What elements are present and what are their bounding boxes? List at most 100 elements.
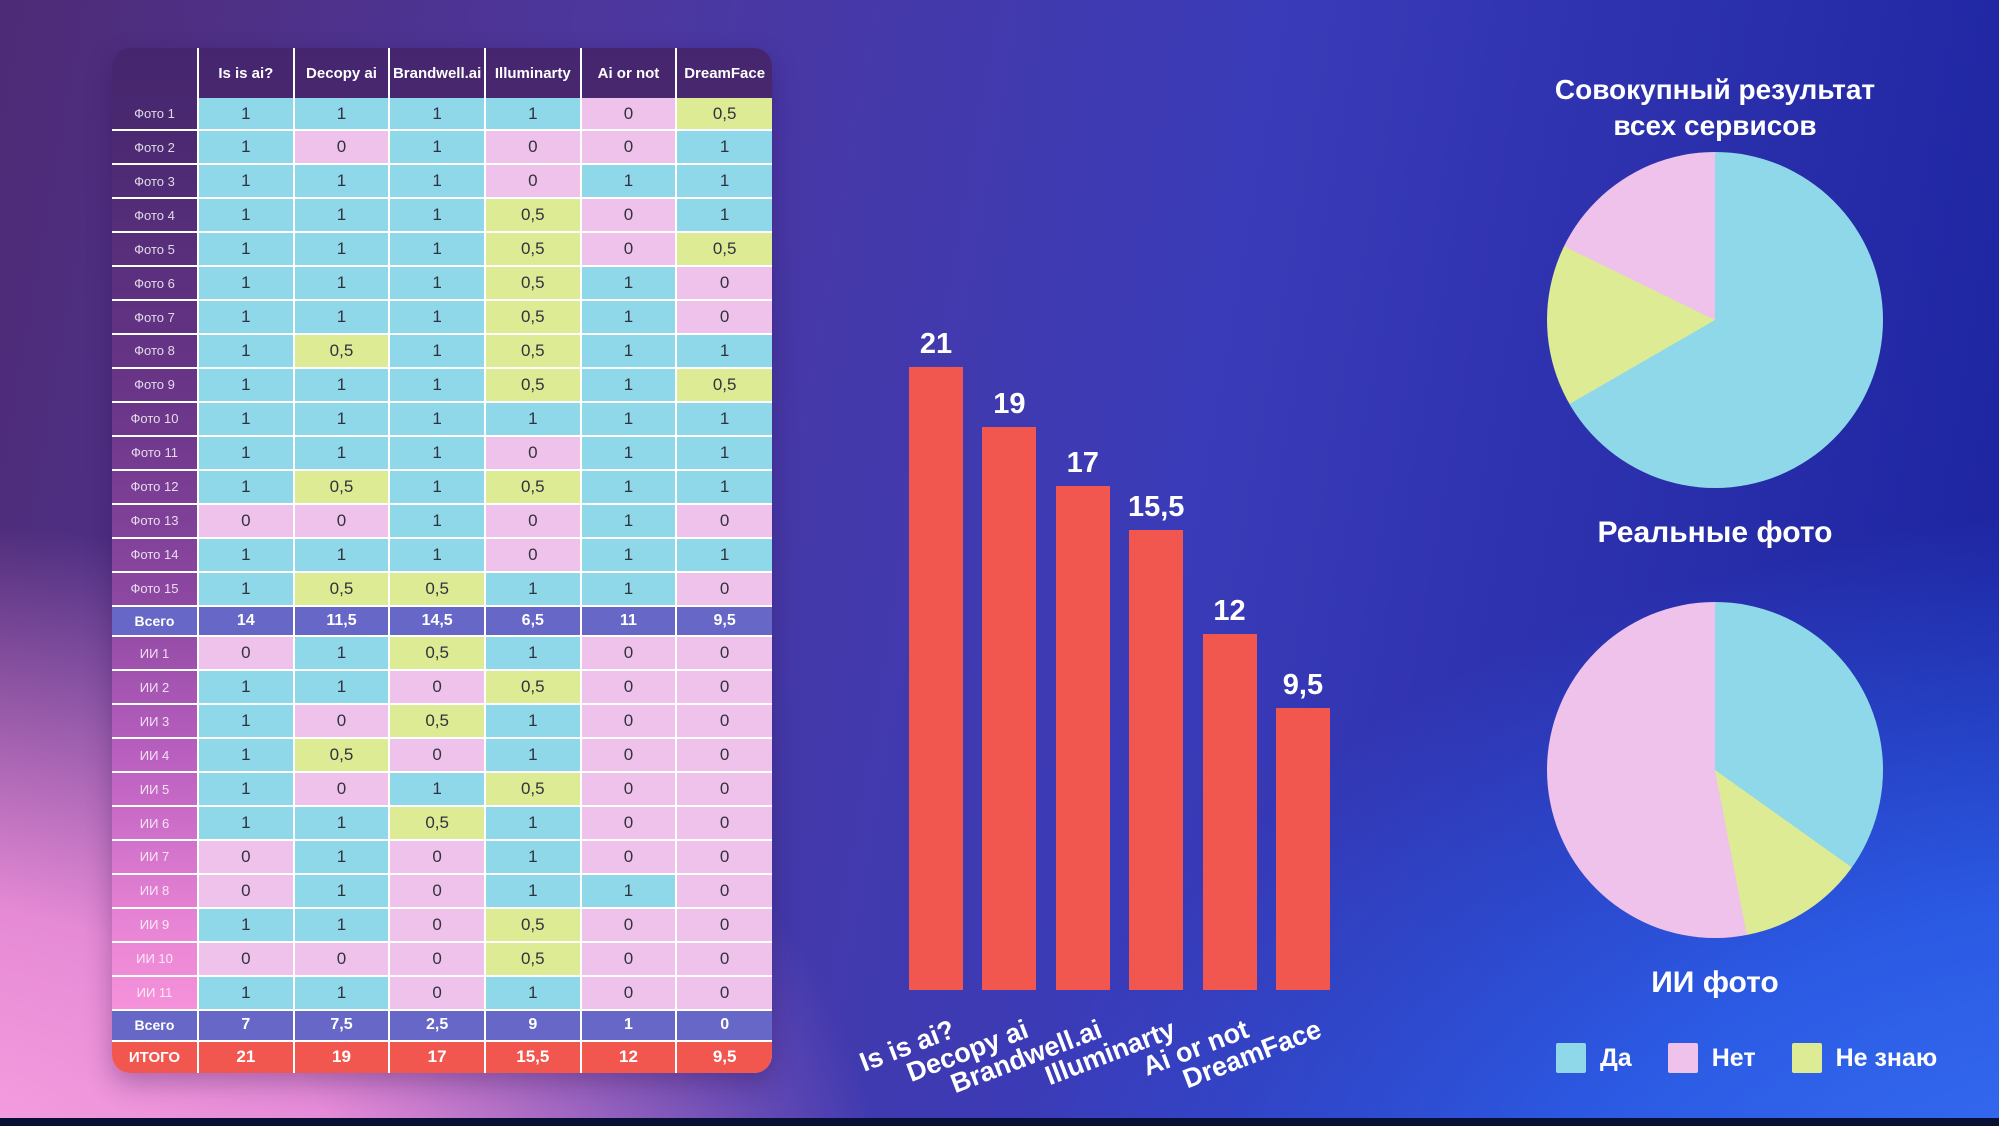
legend-swatch xyxy=(1667,1043,1698,1073)
table-cell: 0 xyxy=(675,703,772,740)
table-cell: 0 xyxy=(675,635,772,672)
table-cell: 1 xyxy=(675,434,772,471)
row-label: ИИ 7 xyxy=(112,838,199,875)
table-row-real-photo: Фото 14 1 1 1 0 1 1 xyxy=(112,536,772,573)
table-cell: 0 xyxy=(579,771,678,808)
table-cell: 0,5 xyxy=(388,805,486,841)
table-cell: 1 xyxy=(483,635,582,672)
table-cell: 0 xyxy=(388,669,486,706)
table-cell: 1 xyxy=(292,974,391,1011)
table-cell: 1 xyxy=(579,163,678,200)
bottom-strip xyxy=(0,1118,1999,1126)
table-cell: 1 xyxy=(197,669,295,706)
bar-chart: 21 Is is ai? 19 Decopy ai 17 Brandwell.ai 15,5… xyxy=(856,310,1330,1099)
table-cell: 0 xyxy=(292,771,391,808)
bar xyxy=(1202,634,1257,990)
table-cell: 17 xyxy=(388,1039,486,1073)
table-cell: 1 xyxy=(197,737,295,774)
table-cell: 0,5 xyxy=(483,265,582,302)
table-cell: 1 xyxy=(579,468,678,505)
table-cell: 1 xyxy=(292,872,391,909)
table-cell: 0 xyxy=(388,940,486,977)
table-cell: 0 xyxy=(579,838,678,875)
bar-group: 12 Ai or not xyxy=(1138,310,1257,1082)
table-cell: 1 xyxy=(292,805,391,841)
table-cell: 1 xyxy=(292,536,391,573)
table-cell: 1 xyxy=(197,231,295,268)
table-cell: 1 xyxy=(197,98,295,132)
row-label: Фото 14 xyxy=(112,536,199,573)
table-row-ai-photo: ИИ 2 1 1 0 0,5 0 0 xyxy=(112,669,772,706)
table-cell: 0 xyxy=(388,872,486,909)
table-row-real-photo: Фото 8 1 0,5 1 0,5 1 1 xyxy=(112,333,772,369)
table-cell: 1 xyxy=(292,906,391,943)
table-cell: 0 xyxy=(579,703,678,740)
table-cell: 0 xyxy=(579,197,678,234)
table-cell: 0,5 xyxy=(675,231,772,268)
table-cell: 0,5 xyxy=(483,906,582,943)
row-label: Всего xyxy=(112,1008,199,1042)
table-cell: 0 xyxy=(675,771,772,808)
row-label: Фото 2 xyxy=(112,129,199,166)
table-cell: 1 xyxy=(197,570,295,607)
table-cell: 0 xyxy=(579,129,678,166)
table-cell: 1 xyxy=(292,635,391,672)
table-cell: 0 xyxy=(675,974,772,1011)
table-row-real-photo: Фото 9 1 1 1 0,5 1 0,5 xyxy=(112,366,772,403)
table-cell: 1 xyxy=(579,366,678,403)
legend: Да Нет Не знаю xyxy=(1556,1043,1937,1073)
table-cell: 1 xyxy=(197,163,295,200)
table-row-ai-photo: ИИ 10 0 0 0 0,5 0 0 xyxy=(112,940,772,977)
bar xyxy=(909,367,963,990)
table-cell: 0 xyxy=(388,906,486,943)
table-cell: 1 xyxy=(292,231,391,268)
table-cell: 1 xyxy=(197,974,295,1011)
table-cell: 1 xyxy=(388,197,486,234)
table-cell: 0 xyxy=(579,805,678,841)
table-cell: 0,5 xyxy=(292,737,391,774)
table-cell: 0 xyxy=(483,502,582,539)
table-cell: 1 xyxy=(483,974,582,1011)
table-cell: 14 xyxy=(197,604,295,638)
table-cell: 0,5 xyxy=(675,98,772,132)
table-cell: 0,5 xyxy=(483,669,582,706)
table-cell: 0 xyxy=(197,838,295,875)
table-cell: 0,5 xyxy=(292,333,391,369)
bar xyxy=(982,427,1037,990)
bar-group: 9,5 DreamFace xyxy=(1179,310,1330,1094)
table-cell: 1 xyxy=(388,434,486,471)
table-cell: 1 xyxy=(388,265,486,302)
table-cell: 14,5 xyxy=(388,604,486,638)
table-body: Фото 1 1 1 1 1 0 0,5 Фото 2 1 0 1 0 0 1 Фото 3 1 1 1 0 1 1 Фо… xyxy=(112,98,772,1073)
table-row-ai-photo: ИИ 3 1 0 0,5 1 0 0 xyxy=(112,703,772,740)
table-cell: 1 xyxy=(197,536,295,573)
row-label: ИИ 3 xyxy=(112,703,199,740)
table-cell: 1 xyxy=(388,468,486,505)
table-cell: 1 xyxy=(292,838,391,875)
row-label: ИИ 10 xyxy=(112,940,199,977)
results-table: Is is ai? Decopy ai Brandwell.ai Illuminart… xyxy=(112,48,772,1073)
table-cell: 0 xyxy=(675,299,772,336)
table-cell: 0,5 xyxy=(483,940,582,977)
table-cell: 0,5 xyxy=(483,366,582,403)
row-label: ИИ 2 xyxy=(112,669,199,706)
legend-label: Не знаю xyxy=(1835,1043,1938,1072)
table-header: Is is ai? Decopy ai Brandwell.ai Illuminart… xyxy=(112,48,772,98)
table-cell: 1 xyxy=(197,805,295,841)
table-cell: 1 xyxy=(579,265,678,302)
table-cell: 1 xyxy=(483,872,582,909)
table-cell: 1 xyxy=(675,197,772,234)
row-label: Фото 9 xyxy=(112,366,199,403)
table-cell: 1 xyxy=(675,163,772,200)
table-cell: 1 xyxy=(579,1008,678,1042)
table-cell: 1 xyxy=(292,265,391,302)
table-cell: 0 xyxy=(675,805,772,841)
table-cell: 0,5 xyxy=(388,703,486,740)
bar xyxy=(1129,530,1184,990)
table-cell: 9,5 xyxy=(675,604,772,638)
table-row-ai-photo: ИИ 11 1 1 0 1 0 0 xyxy=(112,974,772,1011)
table-cell: 1 xyxy=(197,366,295,403)
table-cell: 0 xyxy=(579,635,678,672)
table-cell: 1 xyxy=(579,400,678,437)
